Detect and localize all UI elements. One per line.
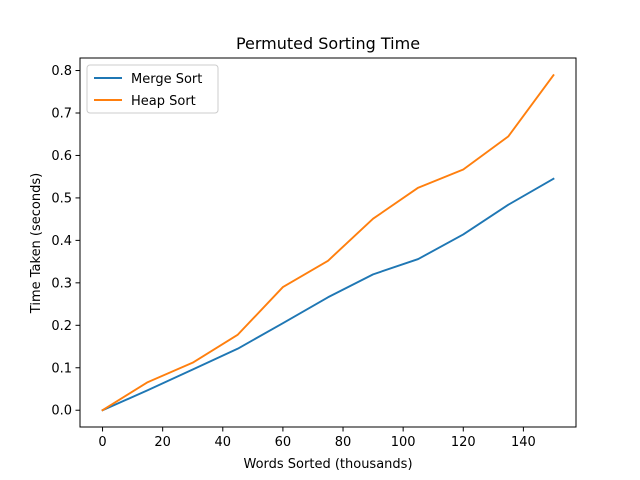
x-tick-label: 0 bbox=[98, 435, 106, 450]
legend-label-heap-sort: Heap Sort bbox=[131, 94, 196, 109]
x-tick-label: 140 bbox=[511, 435, 536, 450]
y-tick-label: 0.5 bbox=[51, 191, 72, 206]
x-tick-label: 40 bbox=[215, 435, 232, 450]
axes-layer: 0 20 40 60 80 100 120 140 0.0 0.1 0.2 0.3 0.4 0.5 0.6 0… bbox=[51, 57, 577, 450]
x-tick-label: 20 bbox=[154, 435, 171, 450]
legend: Merge Sort Heap Sort bbox=[86, 64, 219, 114]
x-tick-label: 100 bbox=[391, 435, 416, 450]
x-tick-label: 60 bbox=[275, 435, 292, 450]
y-tick-label: 0.4 bbox=[51, 234, 72, 249]
y-axis-label: Time Taken (seconds) bbox=[29, 173, 44, 314]
chart-title: Permuted Sorting Time bbox=[236, 34, 420, 53]
legend-box bbox=[86, 64, 219, 114]
y-tick-label: 0.8 bbox=[51, 64, 72, 79]
legend-label-merge-sort: Merge Sort bbox=[131, 72, 202, 87]
y-tick-label: 0.7 bbox=[51, 106, 72, 121]
x-tick-label: 80 bbox=[335, 435, 352, 450]
y-tick-label: 0.3 bbox=[51, 276, 72, 291]
y-tick-label: 0.6 bbox=[51, 149, 72, 164]
x-tick-label: 120 bbox=[451, 435, 476, 450]
y-tick-label: 0.1 bbox=[51, 361, 72, 376]
y-tick-label: 0.2 bbox=[51, 319, 72, 334]
plot-frame bbox=[79, 57, 577, 428]
series-layer bbox=[101, 73, 555, 412]
x-axis-label: Words Sorted (thousands) bbox=[243, 457, 412, 472]
y-tick-label: 0.0 bbox=[51, 404, 72, 419]
